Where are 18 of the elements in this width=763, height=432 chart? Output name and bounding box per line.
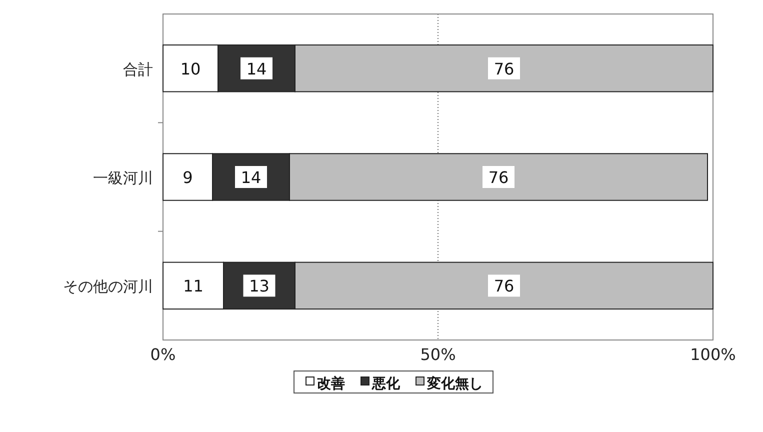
- legend-label: 悪化: [371, 376, 401, 392]
- legend-label: 改善: [317, 375, 345, 392]
- data-label: 9: [182, 168, 193, 187]
- data-label: 76: [494, 59, 514, 78]
- y-tick-label: 一級河川: [93, 169, 153, 187]
- y-tick-label: その他の河川: [63, 278, 153, 296]
- y-tick-label: 合計: [123, 60, 153, 78]
- data-label: 11: [183, 276, 204, 296]
- data-label: 14: [246, 59, 267, 78]
- data-label: 76: [494, 276, 514, 296]
- data-label: 13: [249, 276, 270, 296]
- data-label: 10: [180, 59, 201, 78]
- x-tick-label: 100%: [690, 345, 736, 364]
- data-label: 14: [240, 168, 262, 187]
- x-tick-label: 50%: [420, 345, 456, 364]
- x-tick-label: 0%: [150, 345, 176, 364]
- data-label: 76: [488, 168, 509, 187]
- legend-label: 変化無し: [426, 375, 483, 392]
